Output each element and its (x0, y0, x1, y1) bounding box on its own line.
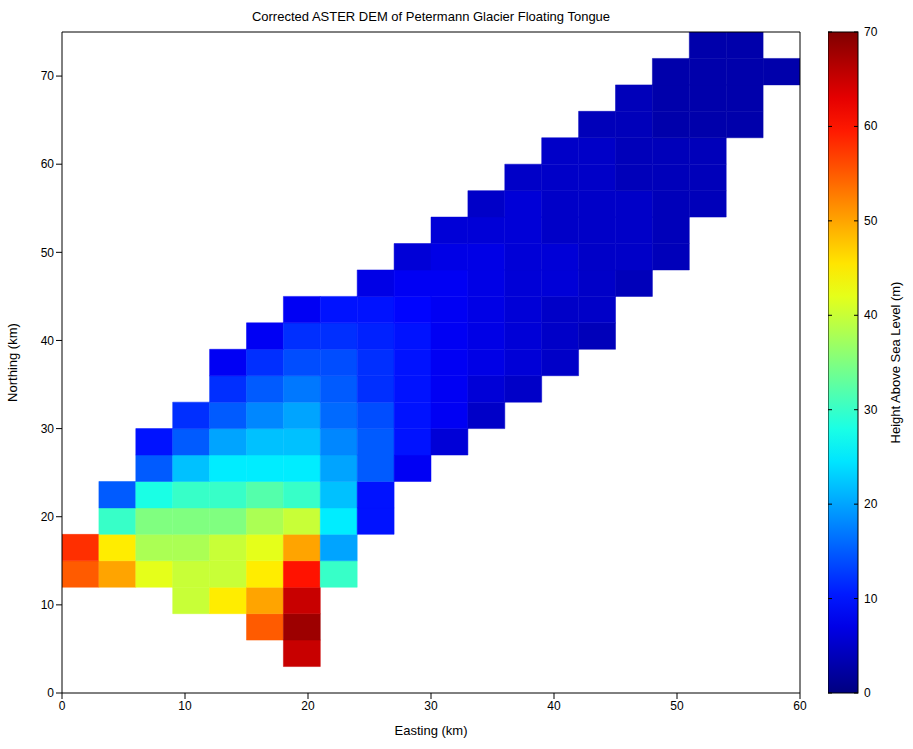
svg-text:60: 60 (793, 699, 807, 713)
svg-text:0: 0 (864, 686, 871, 700)
svg-text:40: 40 (864, 308, 878, 322)
svg-text:60: 60 (864, 119, 878, 133)
svg-text:40: 40 (41, 334, 55, 348)
svg-text:50: 50 (864, 214, 878, 228)
svg-text:10: 10 (41, 598, 55, 612)
svg-text:Height Above Sea Level (m): Height Above Sea Level (m) (888, 282, 903, 444)
svg-text:10: 10 (864, 592, 878, 606)
svg-text:70: 70 (41, 69, 55, 83)
svg-text:30: 30 (41, 422, 55, 436)
svg-text:20: 20 (864, 497, 878, 511)
svg-text:Easting (km): Easting (km) (395, 723, 468, 738)
svg-text:70: 70 (864, 25, 878, 39)
svg-text:10: 10 (178, 699, 192, 713)
svg-text:50: 50 (41, 246, 55, 260)
svg-text:Northing (km): Northing (km) (5, 323, 20, 402)
svg-text:0: 0 (59, 699, 66, 713)
svg-text:20: 20 (41, 510, 55, 524)
svg-text:0: 0 (47, 686, 54, 700)
svg-text:40: 40 (547, 699, 561, 713)
svg-text:50: 50 (670, 699, 684, 713)
svg-text:60: 60 (41, 157, 55, 171)
html-text:Corrected ASTER DEM of Peterma: Corrected ASTER DEM of Petermann Glacier… (251, 9, 611, 24)
svg-text:30: 30 (424, 699, 438, 713)
svg-text:30: 30 (864, 403, 878, 417)
svg-text:20: 20 (301, 699, 315, 713)
